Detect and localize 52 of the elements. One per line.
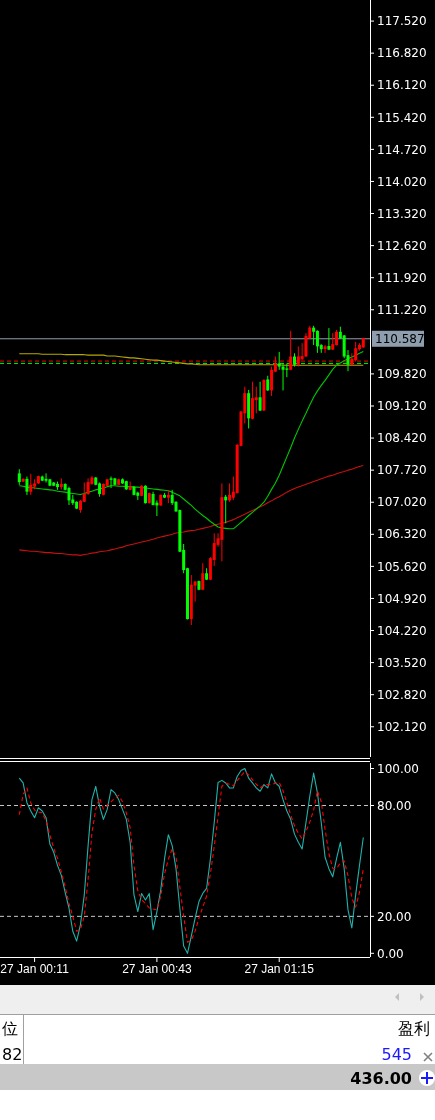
y-tick-label: 116.120 (377, 78, 427, 93)
y-tick-label: 100.00 (377, 761, 419, 776)
y-tick-label: 111.220 (377, 302, 427, 317)
y-tick-label: 115.420 (377, 110, 427, 125)
y-tick-label: 105.620 (377, 559, 427, 574)
y-tick-label: 104.920 (377, 591, 427, 606)
x-tick-label: 27 Jan 00:43 (122, 962, 192, 976)
y-tick-label: 104.220 (377, 623, 427, 638)
y-tick-label: 109.120 (377, 399, 427, 414)
line-series (18, 350, 364, 530)
candlestick (44, 472, 48, 484)
y-tick-label: 103.520 (377, 655, 427, 670)
candlestick (270, 366, 274, 397)
candlestick (201, 562, 205, 591)
y-tick-label: 102.820 (377, 687, 427, 702)
candlestick (128, 481, 132, 491)
candlestick (304, 332, 308, 358)
candlestick (312, 325, 316, 346)
y-tick-label: 113.320 (377, 206, 427, 221)
candlestick (258, 381, 262, 412)
ref-line-label: 110.587 (375, 331, 425, 346)
y-tick-label: 117.520 (377, 14, 427, 29)
text: 盈利 (398, 1019, 430, 1038)
y-tick-label: 111.920 (377, 270, 427, 285)
x-tick-label: 27 Jan 01:15 (244, 962, 315, 976)
y-tick-label: 114.720 (377, 142, 427, 157)
y-tick-label: 80.00 (377, 798, 412, 813)
y-tick-label: 0.00 (377, 946, 404, 961)
y-tick-label: 108.420 (377, 431, 427, 446)
candlestick (109, 476, 113, 489)
line-series (18, 465, 364, 556)
text: 位 (2, 1019, 18, 1038)
y-tick-label: 107.720 (377, 463, 427, 478)
candlestick (25, 476, 29, 496)
y-tick-label: 102.120 (377, 719, 427, 734)
text: 436.00 (350, 1069, 412, 1088)
y-tick-label: 109.820 (377, 367, 427, 382)
text: 82 (2, 1045, 23, 1064)
candlestick (315, 329, 319, 354)
y-tick-label: 112.620 (377, 238, 427, 253)
candlestick (250, 381, 254, 420)
y-tick-label: 106.320 (377, 527, 427, 542)
y-tick-label: 20.00 (377, 909, 412, 924)
candlestick (67, 486, 71, 506)
candlestick (228, 482, 232, 503)
y-tick-label: 114.020 (377, 174, 427, 189)
x-tick-label: 27 Jan 00:11 (0, 962, 70, 976)
candlestick (323, 344, 327, 354)
y-tick-label: 116.820 (377, 46, 427, 61)
candlestick (29, 473, 33, 496)
text: 545 (381, 1045, 412, 1064)
y-tick-label: 107.020 (377, 495, 427, 510)
